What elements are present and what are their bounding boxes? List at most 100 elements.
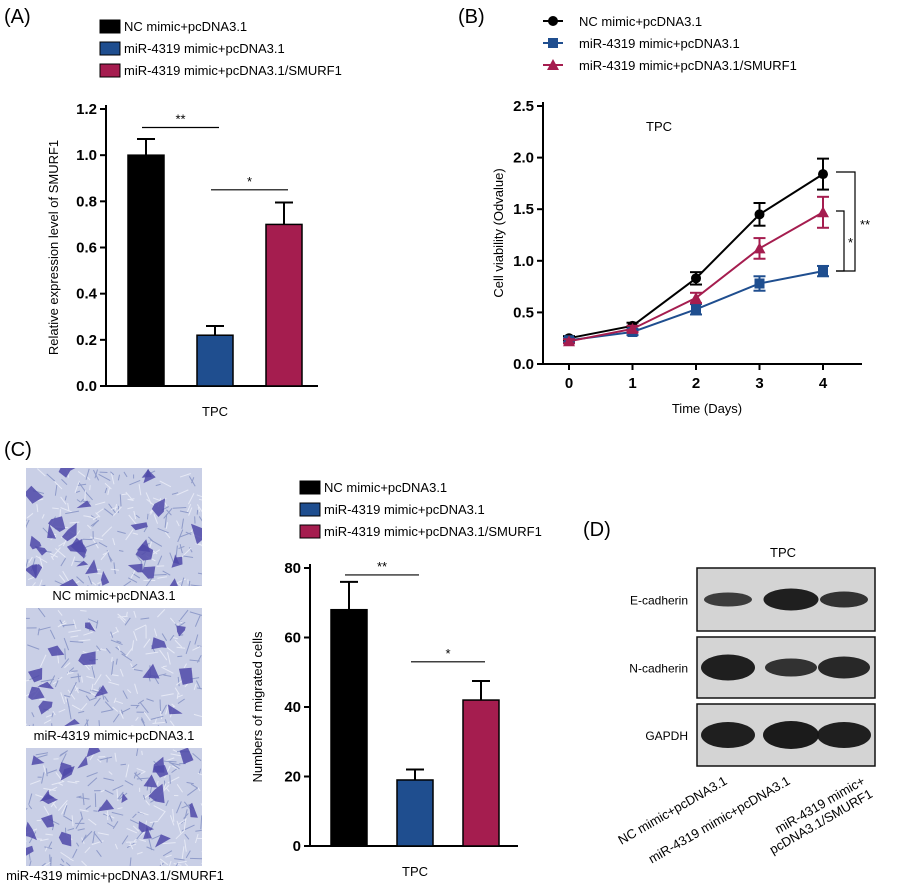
legend-marker <box>548 38 558 48</box>
blot-lane-label: NC mimic+pcDNA3.1 <box>615 773 729 848</box>
blot-band <box>701 654 755 681</box>
legend-entry: miR-4319 mimic+pcDNA3.1 <box>579 36 740 51</box>
legend-swatch <box>99 63 121 78</box>
blot-band <box>701 722 755 748</box>
legend-swatch <box>299 480 321 495</box>
y-tick-label: 20 <box>284 769 301 786</box>
legend-entry: miR-4319 mimic+pcDNA3.1/SMURF1 <box>324 524 542 539</box>
significance-marker: ** <box>377 559 387 574</box>
significance-bracket <box>836 210 845 272</box>
legend-marker <box>547 59 559 70</box>
panel-label: (B) <box>458 6 485 28</box>
x-tick-label: 0 <box>565 375 573 392</box>
data-point <box>818 169 828 180</box>
blot-row-label: N-cadherin <box>629 662 688 676</box>
legend-swatch <box>99 41 121 56</box>
y-tick-label: 0.0 <box>513 356 534 373</box>
blot-band <box>763 721 819 749</box>
y-tick-label: 1.2 <box>76 101 97 118</box>
x-tick-label: 4 <box>819 375 828 392</box>
data-point <box>753 242 766 254</box>
micrograph-image <box>26 748 202 866</box>
blot-title: TPC <box>770 545 796 560</box>
x-tick-label: 2 <box>692 375 700 392</box>
y-tick-label: 40 <box>284 699 301 716</box>
legend-entry: miR-4319 mimic+pcDNA3.1 <box>124 41 285 56</box>
y-tick-label: 0.4 <box>76 286 98 303</box>
significance-marker: ** <box>860 217 870 232</box>
legend-entry: miR-4319 mimic+pcDNA3.1/SMURF1 <box>124 63 342 78</box>
blot-row-label: E-cadherin <box>630 594 688 608</box>
micrograph-image <box>26 468 202 586</box>
data-point <box>754 209 765 220</box>
y-tick-label: 1.0 <box>513 253 534 270</box>
micrograph-smurf <box>26 748 202 866</box>
y-tick-label: 0.0 <box>76 378 97 395</box>
legend-entry: miR-4319 mimic+pcDNA3.1 <box>324 502 485 517</box>
blot-band <box>763 588 819 611</box>
significance-marker: ** <box>175 111 185 126</box>
significance-bracket <box>836 171 856 272</box>
bar <box>196 334 234 387</box>
data-point <box>563 335 575 347</box>
bar <box>330 608 368 847</box>
y-tick-label: 0.5 <box>513 304 534 321</box>
y-axis-label: Relative expression level of SMURF1 <box>46 140 61 355</box>
blot-band <box>765 658 817 677</box>
bar <box>265 223 303 387</box>
legend-entry: NC mimic+pcDNA3.1 <box>579 14 702 29</box>
data-point <box>691 304 701 315</box>
micrograph-caption-smurf: miR-4319 mimic+pcDNA3.1/SMURF1 <box>6 868 224 883</box>
legend-entry: NC mimic+pcDNA3.1 <box>124 19 247 34</box>
data-point <box>817 206 829 218</box>
y-tick-label: 1.0 <box>76 147 97 164</box>
micrograph-caption-nc: NC mimic+pcDNA3.1 <box>52 588 176 603</box>
data-point <box>754 278 765 289</box>
data-point <box>690 291 702 303</box>
micrograph-nc <box>26 468 202 586</box>
micrograph-mir <box>26 608 202 726</box>
bar <box>396 779 434 847</box>
blot-row-label: GAPDH <box>645 729 688 743</box>
y-tick-label: 0 <box>293 838 301 855</box>
y-axis-label: Cell viability (Odvalue) <box>491 168 506 297</box>
bar <box>462 699 500 847</box>
blot-band <box>817 722 871 748</box>
blot-band <box>704 592 752 607</box>
significance-marker: * <box>247 174 252 189</box>
y-tick-label: 0.2 <box>76 332 97 349</box>
legend-swatch <box>99 19 121 34</box>
legend-marker <box>548 16 558 26</box>
y-tick-label: 1.5 <box>513 201 534 218</box>
y-tick-label: 0.6 <box>76 240 97 257</box>
panel-label: (C) <box>4 439 32 461</box>
y-tick-label: 2.5 <box>513 98 534 115</box>
x-axis-label: TPC <box>202 404 228 419</box>
micrograph-caption-mir: miR-4319 mimic+pcDNA3.1 <box>33 728 195 743</box>
significance-marker: * <box>445 646 450 661</box>
x-axis-label: TPC <box>402 864 428 879</box>
micrograph-image <box>26 608 202 726</box>
data-point <box>818 266 828 277</box>
chart-title: TPC <box>646 119 672 134</box>
legend-entry: miR-4319 mimic+pcDNA3.1/SMURF1 <box>579 58 797 73</box>
x-axis-label: Time (Days) <box>672 401 742 416</box>
panel-label: (D) <box>583 519 611 541</box>
significance-marker: * <box>848 235 853 250</box>
legend-entry: NC mimic+pcDNA3.1 <box>324 480 447 495</box>
legend-swatch <box>299 502 321 517</box>
y-tick-label: 0.8 <box>76 193 97 210</box>
legend-swatch <box>299 524 321 539</box>
x-tick-label: 3 <box>755 375 763 392</box>
panel-label: (A) <box>4 6 31 28</box>
y-axis-label: Numbers of migrated cells <box>250 631 265 782</box>
x-tick-label: 1 <box>628 375 636 392</box>
y-tick-label: 2.0 <box>513 150 534 167</box>
y-tick-label: 80 <box>284 560 301 577</box>
bar <box>127 154 165 387</box>
data-point <box>691 273 701 284</box>
blot-band <box>820 591 868 608</box>
blot-band <box>818 656 870 679</box>
y-tick-label: 60 <box>284 630 301 647</box>
